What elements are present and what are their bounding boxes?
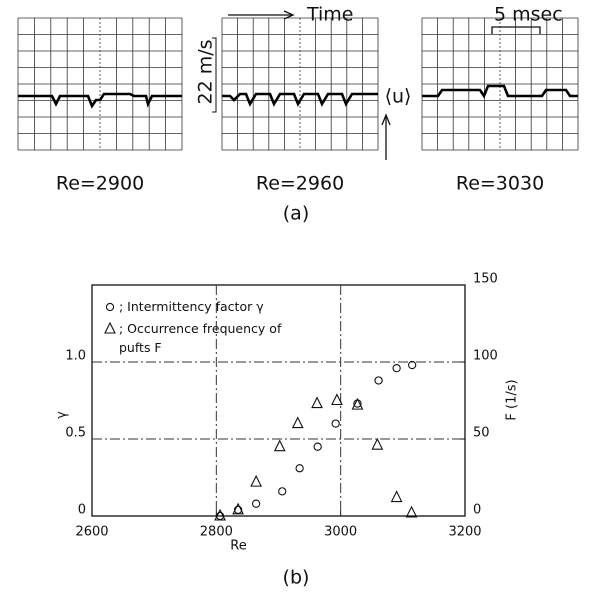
figure-canvas: Time 5 msec 22 m/s ⟨u⟩ Re=2900 Re=2960 R… (0, 0, 592, 592)
time-label: Time (306, 4, 354, 26)
time-scale-label: 5 msec (494, 4, 563, 26)
legend-entry: ; Occurrence frequency of pufts F (119, 319, 284, 357)
circle-marker (332, 420, 339, 427)
panel-caption: (b) (283, 567, 310, 589)
x-axis-label: Re (230, 539, 246, 554)
circle-marker (409, 361, 416, 368)
figure: Time 5 msec 22 m/s ⟨u⟩ Re=2900 Re=2960 R… (0, 0, 592, 592)
y2-axis-label: F (1/s) (505, 379, 520, 420)
triangle-marker (392, 492, 402, 502)
trace-label: Re=3030 (456, 173, 544, 195)
y-tick-label: 1.0 (65, 349, 86, 364)
signal-label: ⟨u⟩ (385, 86, 412, 108)
trace-label: Re=2900 (56, 173, 144, 195)
circle-marker (279, 488, 286, 495)
circle-marker (393, 365, 400, 372)
velocity-scale-label: 22 m/s (195, 39, 217, 104)
x-tick-label: 2600 (75, 525, 108, 540)
triangle-marker (312, 398, 322, 408)
circle-marker (106, 303, 113, 310)
y2-tick-label: 0 (473, 503, 481, 518)
legend-entry: ; Intermittency factor γ (119, 297, 359, 316)
oscilloscope-panels (18, 18, 578, 150)
y2-tick-label: 150 (473, 272, 498, 287)
triangle-marker (372, 439, 382, 449)
panel-caption: (a) (283, 203, 309, 225)
x-tick-label: 2800 (200, 525, 233, 540)
y2-tick-label: 50 (473, 426, 490, 441)
time-scale-bracket (492, 27, 540, 34)
y-tick-label: 0.5 (65, 426, 86, 441)
triangle-marker (293, 418, 303, 428)
triangle-marker (251, 476, 261, 486)
y-tick-label: 0 (78, 503, 86, 518)
x-tick-label: 3200 (448, 525, 481, 540)
y2-tick-label: 100 (473, 349, 498, 364)
circle-marker (296, 465, 303, 472)
circle-marker (253, 500, 260, 507)
y-axis-label: γ (55, 411, 70, 419)
circle-marker (314, 443, 321, 450)
trace-label: Re=2960 (256, 173, 344, 195)
triangle-marker (105, 323, 115, 333)
triangle-marker (275, 441, 285, 451)
circle-marker (375, 377, 382, 384)
x-tick-label: 3000 (324, 525, 357, 540)
